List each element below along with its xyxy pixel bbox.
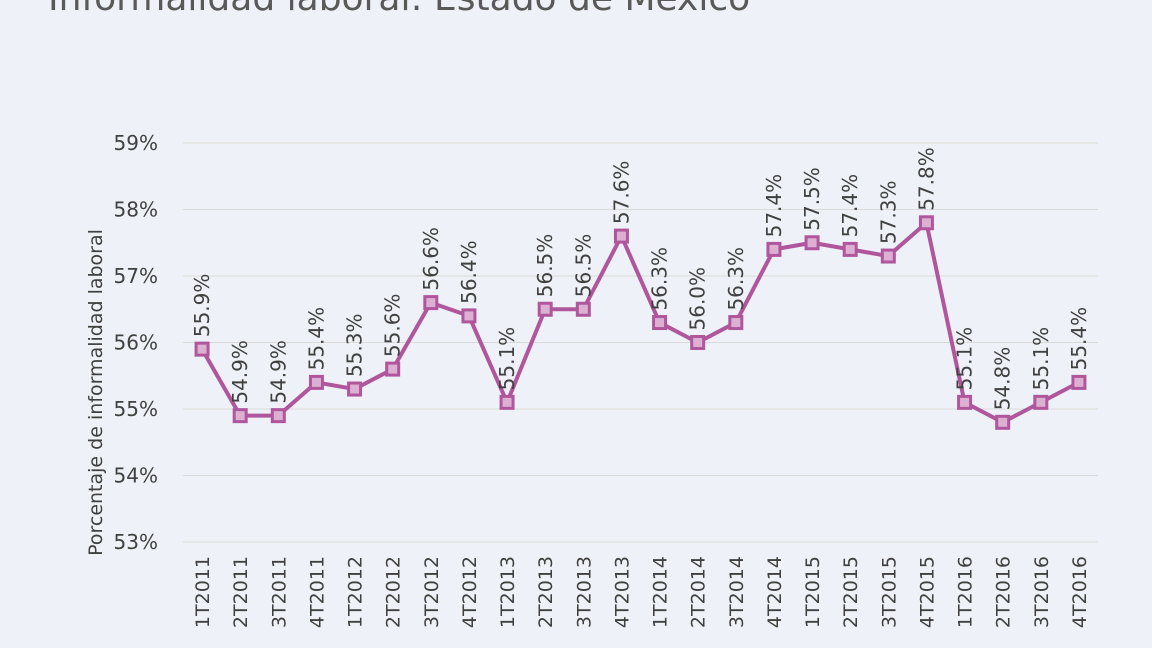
x-tick-label: 4T2016: [1069, 556, 1091, 628]
data-label: 56.5%: [571, 234, 595, 298]
data-label: 56.0%: [686, 267, 710, 331]
x-tick-label: 4T2013: [611, 556, 633, 628]
x-tick-label: 3T2012: [421, 556, 443, 628]
y-tick-label: 54%: [114, 464, 158, 488]
x-tick-label: 2T2015: [840, 556, 862, 628]
y-axis-label: Porcentaje de informalidad laboral: [85, 229, 107, 556]
x-tick-label: 3T2011: [268, 556, 290, 628]
x-tick-label: 1T2016: [955, 556, 977, 628]
data-label: 57.4%: [762, 174, 786, 238]
data-point: [194, 341, 210, 357]
x-tick-label: 2T2012: [383, 556, 405, 628]
data-point: [1071, 374, 1087, 390]
x-tick-label: 3T2013: [573, 556, 595, 628]
data-label: 54.8%: [991, 347, 1015, 411]
data-label: 56.6%: [419, 227, 443, 291]
y-tick-label: 58%: [114, 198, 158, 222]
data-label: 57.3%: [876, 181, 900, 245]
data-point: [308, 374, 324, 390]
data-point: [918, 215, 934, 231]
x-tick-label: 4T2014: [764, 556, 786, 628]
data-label: 55.3%: [343, 314, 367, 378]
data-label: 57.4%: [838, 174, 862, 238]
data-point: [575, 301, 591, 317]
data-point: [690, 335, 706, 350]
data-point: [957, 394, 973, 410]
data-point: [1033, 394, 1049, 410]
data-label: 56.3%: [648, 247, 672, 311]
data-point: [385, 361, 401, 377]
x-tick-label: 2T2011: [230, 556, 252, 628]
data-point: [728, 315, 744, 331]
data-point: [537, 301, 553, 317]
x-tick-label: 2T2014: [688, 556, 710, 628]
data-label: 57.8%: [914, 147, 938, 211]
x-tick-label: 4T2015: [916, 556, 938, 628]
data-label: 54.9%: [266, 340, 290, 404]
x-tick-label: 3T2015: [878, 556, 900, 628]
data-point: [499, 394, 515, 410]
data-label: 55.9%: [190, 274, 214, 338]
y-tick-label: 57%: [114, 264, 158, 288]
data-label: 55.1%: [1029, 327, 1053, 391]
data-label: 55.1%: [953, 327, 977, 391]
data-label: 54.9%: [228, 340, 252, 404]
data-label: 55.1%: [495, 327, 519, 391]
data-label: 56.3%: [724, 247, 748, 311]
data-point: [270, 408, 286, 424]
x-tick-label: 2T2013: [535, 556, 557, 628]
data-label: 55.6%: [381, 294, 405, 358]
x-tick-label: 1T2014: [650, 556, 672, 628]
data-point: [347, 381, 363, 397]
x-tick-label: 1T2011: [192, 556, 214, 628]
x-tick-label: 2T2016: [993, 556, 1015, 628]
data-point: [461, 308, 477, 324]
data-point: [766, 241, 782, 257]
x-tick-label: 4T2011: [306, 556, 328, 628]
data-point: [804, 235, 820, 251]
x-tick-label: 4T2012: [459, 556, 481, 628]
data-label: 55.4%: [1067, 307, 1091, 371]
x-tick-label: 3T2016: [1031, 556, 1053, 628]
data-label: 57.5%: [800, 167, 824, 231]
data-label: 56.5%: [533, 234, 557, 298]
data-label: 56.4%: [457, 240, 481, 304]
y-tick-label: 59%: [114, 131, 158, 155]
data-label: 55.4%: [304, 307, 328, 371]
y-tick-label: 53%: [114, 530, 158, 554]
x-tick-label: 1T2012: [345, 556, 367, 628]
x-tick-label: 1T2015: [802, 556, 824, 628]
chart-title: Informalidad laboral: Estado de México: [48, 0, 750, 19]
data-point: [232, 408, 248, 424]
data-point: [880, 248, 896, 264]
x-tick-label: 3T2014: [726, 556, 748, 628]
data-point: [652, 315, 668, 331]
data-point: [995, 414, 1011, 430]
series-line: [200, 220, 1080, 425]
x-tick-label: 1T2013: [497, 556, 519, 628]
data-point: [613, 228, 629, 244]
data-label: 57.6%: [609, 161, 633, 225]
y-tick-label: 56%: [114, 331, 158, 355]
data-point: [423, 295, 439, 311]
data-point: [842, 241, 858, 257]
y-tick-label: 55%: [114, 397, 158, 421]
